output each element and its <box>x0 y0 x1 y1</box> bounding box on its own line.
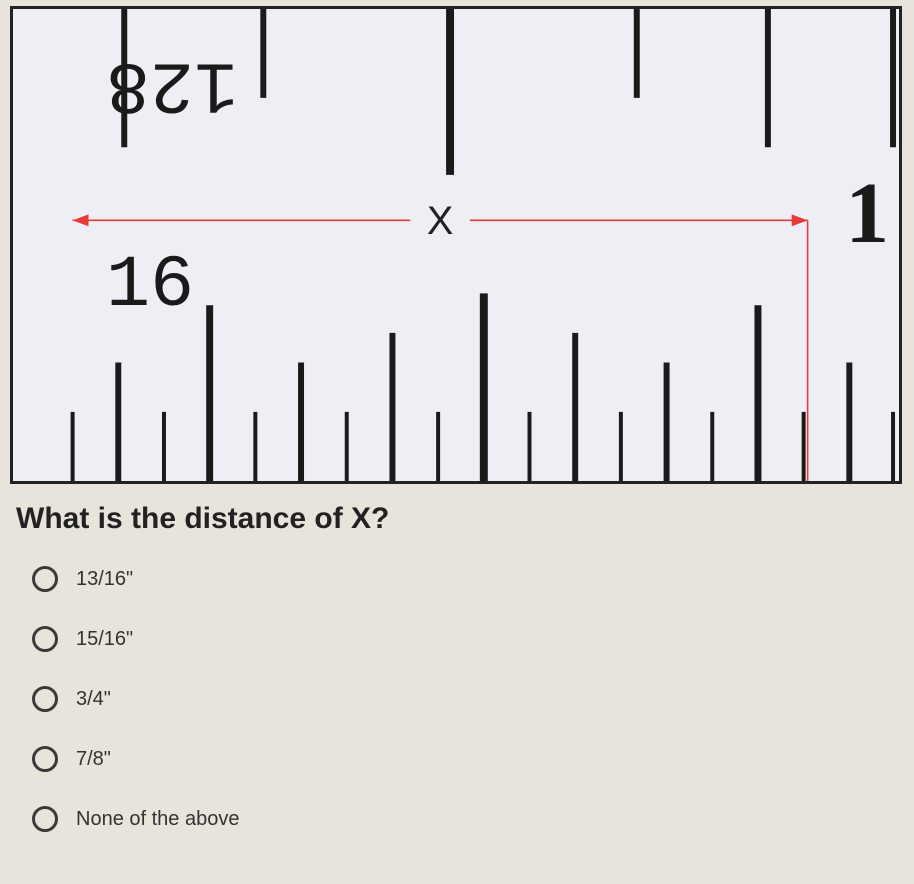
option-0[interactable]: 13/16" <box>32 566 898 592</box>
option-3[interactable]: 7/8" <box>32 746 898 772</box>
option-label: 7/8" <box>76 748 111 771</box>
option-1[interactable]: 15/16" <box>32 626 898 652</box>
svg-text:1: 1 <box>845 164 889 261</box>
radio-icon[interactable] <box>32 686 58 712</box>
svg-text:128: 128 <box>106 41 238 124</box>
ruler-svg: 128 16 1 X <box>13 9 899 481</box>
radio-icon[interactable] <box>32 566 58 592</box>
svg-text:X: X <box>427 199 453 243</box>
radio-icon[interactable] <box>32 746 58 772</box>
question-block: What is the distance of X? 13/16" 15/16" 3… <box>10 484 904 832</box>
option-label: None of the above <box>76 808 239 831</box>
svg-text:16: 16 <box>106 245 194 328</box>
radio-icon[interactable] <box>32 626 58 652</box>
option-label: 15/16" <box>76 628 133 651</box>
question-text: What is the distance of X? <box>16 502 898 536</box>
option-4[interactable]: None of the above <box>32 806 898 832</box>
option-2[interactable]: 3/4" <box>32 686 898 712</box>
option-label: 13/16" <box>76 568 133 591</box>
radio-icon[interactable] <box>32 806 58 832</box>
options-list: 13/16" 15/16" 3/4" 7/8" None of the above <box>16 566 898 832</box>
option-label: 3/4" <box>76 688 111 711</box>
ruler-image: 128 16 1 X <box>10 6 902 484</box>
